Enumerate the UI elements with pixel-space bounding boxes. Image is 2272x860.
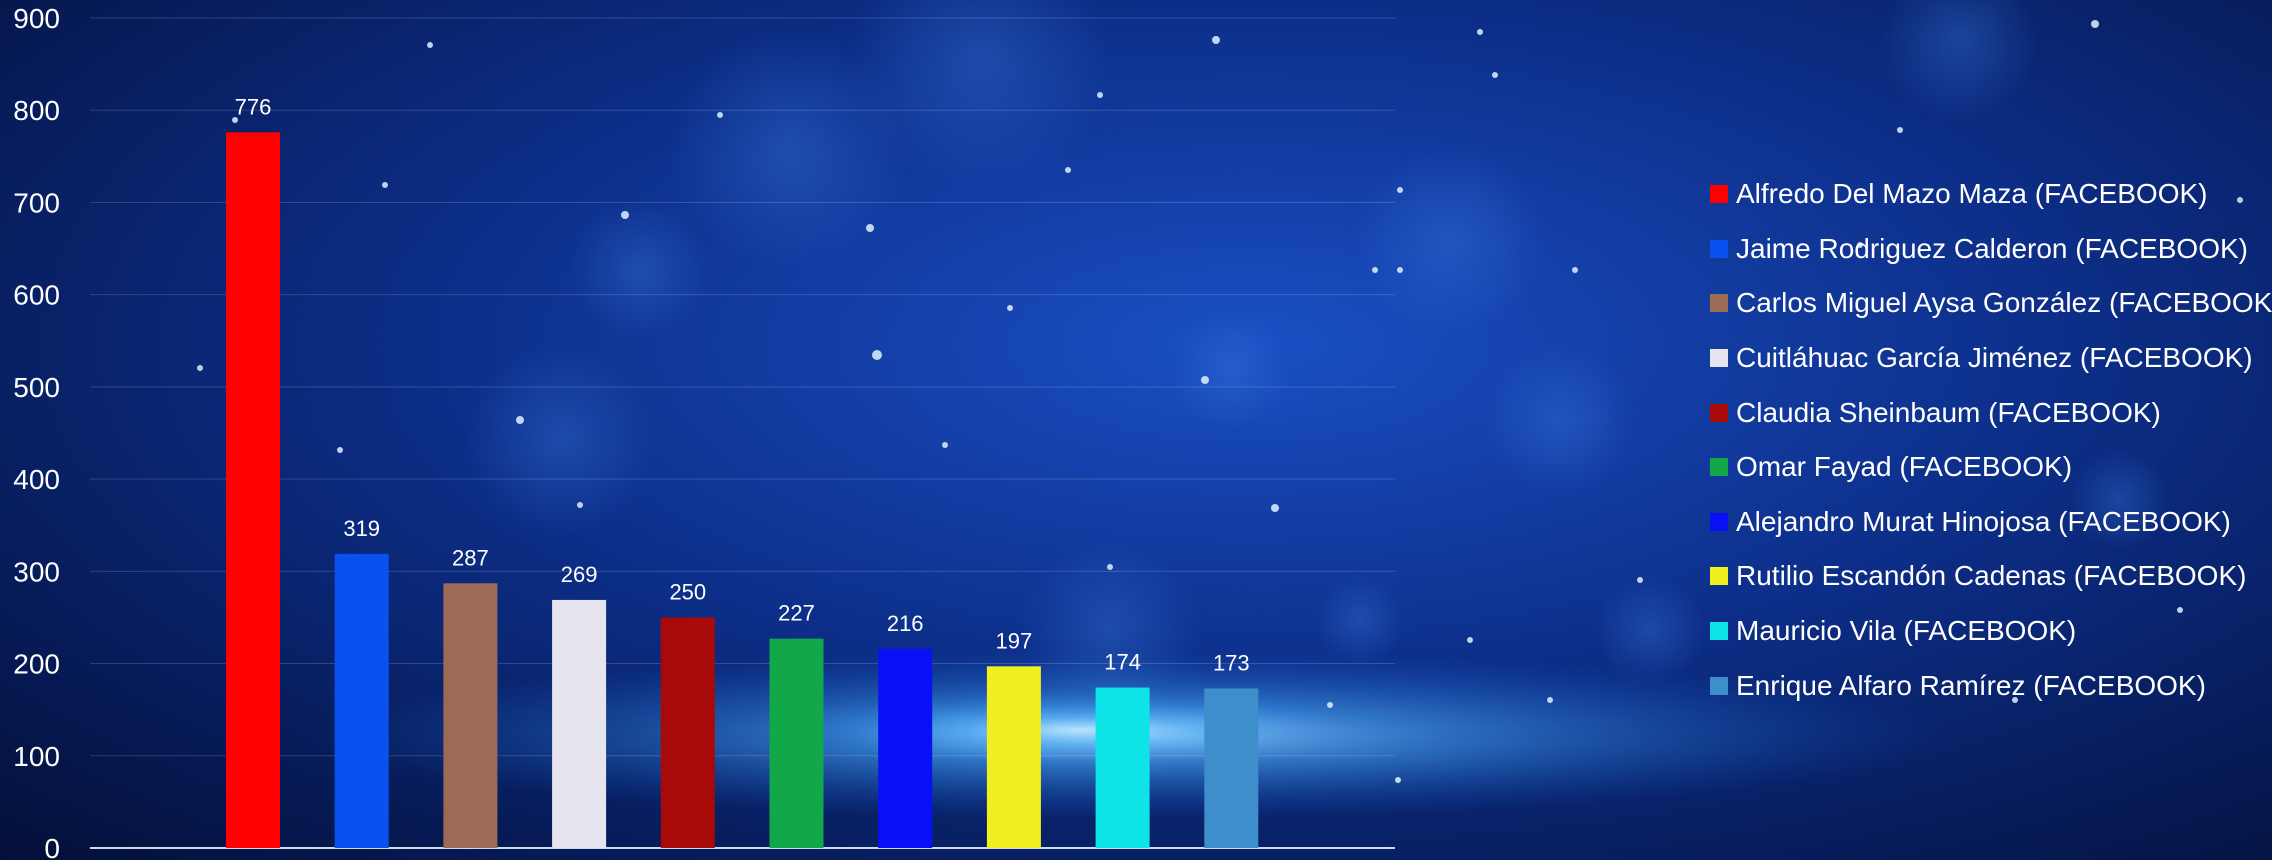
bar: [552, 599, 607, 848]
legend: Alfredo Del Mazo Maza (FACEBOOK) Jaime Ro…: [1710, 167, 2272, 713]
y-tick-label: 100: [13, 741, 60, 772]
legend-label: Jaime Rodriguez Calderon (FACEBOOK): [1736, 232, 2248, 264]
legend-label: Omar Fayad (FACEBOOK): [1736, 451, 2073, 483]
bar: [878, 648, 933, 848]
bar: [1204, 688, 1259, 848]
y-tick-label: 0: [44, 833, 60, 860]
data-labels: 776 319 287 269 250 227 216 197 174 173: [235, 94, 1250, 675]
legend-swatch: [1710, 349, 1728, 368]
legend-swatch: [1710, 458, 1728, 477]
bar: [1095, 687, 1150, 848]
y-tick-label: 900: [13, 3, 60, 34]
data-label: 174: [1104, 650, 1141, 675]
legend-label: Rutilio Escandón Cadenas (FACEBOOK): [1736, 560, 2247, 592]
data-label: 319: [343, 516, 380, 541]
y-axis: 0 100 200 300 400 500 600 700 800 900: [13, 3, 60, 860]
legend-item: Jaime Rodriguez Calderon (FACEBOOK): [1710, 222, 2272, 277]
data-label: 227: [778, 601, 815, 626]
bar: [226, 132, 280, 848]
y-tick-label: 200: [13, 649, 60, 680]
legend-swatch: [1710, 567, 1728, 586]
gridlines: [90, 17, 1395, 849]
data-label: 287: [452, 545, 489, 570]
y-tick-label: 800: [13, 95, 60, 126]
legend-swatch: [1710, 294, 1728, 313]
legend-swatch: [1710, 185, 1728, 204]
legend-label: Enrique Alfaro Ramírez (FACEBOOK): [1736, 669, 2206, 701]
legend-swatch: [1710, 239, 1728, 258]
y-tick-label: 300: [13, 556, 60, 587]
y-tick-label: 600: [13, 280, 60, 311]
legend-label: Cuitláhuac García Jiménez (FACEBOOK): [1736, 342, 2253, 374]
legend-swatch: [1710, 676, 1728, 695]
legend-item: Carlos Miguel Aysa González (FACEBOOK): [1710, 276, 2272, 331]
data-label: 250: [669, 579, 706, 604]
legend-label: Carlos Miguel Aysa González (FACEBOOK): [1736, 287, 2272, 319]
bar: [334, 553, 389, 848]
legend-label: Alfredo Del Mazo Maza (FACEBOOK): [1736, 178, 2208, 210]
legend-item: Enrique Alfaro Ramírez (FACEBOOK): [1710, 658, 2272, 713]
data-label: 173: [1213, 650, 1250, 675]
legend-item: Claudia Sheinbaum (FACEBOOK): [1710, 385, 2272, 440]
bar: [443, 583, 498, 848]
legend-label: Mauricio Vila (FACEBOOK): [1736, 615, 2077, 647]
data-label: 216: [887, 611, 924, 636]
bar: [660, 617, 715, 848]
legend-item: Alfredo Del Mazo Maza (FACEBOOK): [1710, 167, 2272, 222]
legend-item: Mauricio Vila (FACEBOOK): [1710, 604, 2272, 659]
legend-item: Rutilio Escandón Cadenas (FACEBOOK): [1710, 549, 2272, 604]
y-tick-label: 500: [13, 372, 60, 403]
bar: [986, 666, 1041, 848]
legend-item: Alejandro Murat Hinojosa (FACEBOOK): [1710, 495, 2272, 550]
y-tick-label: 700: [13, 187, 60, 218]
bar-series: [226, 132, 1259, 848]
legend-swatch: [1710, 622, 1728, 641]
legend-label: Claudia Sheinbaum (FACEBOOK): [1736, 396, 2161, 428]
legend-label: Alejandro Murat Hinojosa (FACEBOOK): [1736, 505, 2231, 537]
legend-swatch: [1710, 512, 1728, 531]
data-label: 269: [561, 562, 598, 587]
data-label: 197: [996, 628, 1033, 653]
legend-item: Cuitláhuac García Jiménez (FACEBOOK): [1710, 331, 2272, 386]
data-label: 776: [235, 94, 272, 119]
legend-item: Omar Fayad (FACEBOOK): [1710, 440, 2272, 495]
bar: [769, 638, 824, 848]
legend-swatch: [1710, 403, 1728, 422]
y-tick-label: 400: [13, 464, 60, 495]
